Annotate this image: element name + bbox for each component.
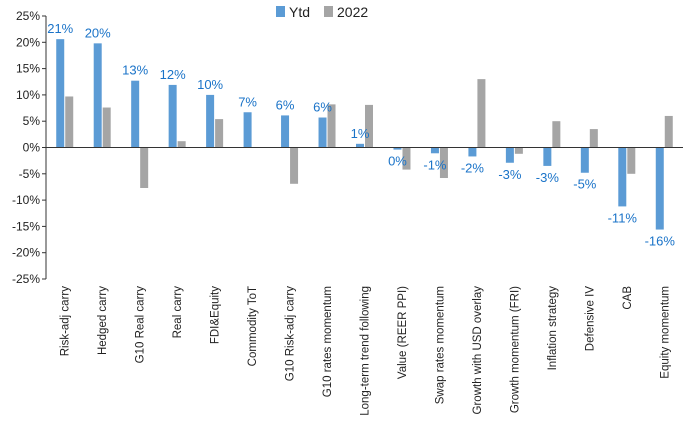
legend-swatch-ytd bbox=[276, 6, 285, 17]
data-label-ytd: -3% bbox=[536, 170, 560, 185]
bar-2022 bbox=[402, 147, 411, 170]
bar-ytd bbox=[618, 147, 627, 207]
bars-group bbox=[56, 39, 673, 230]
bar-2022 bbox=[589, 129, 598, 148]
x-category-label: Defensive IV bbox=[584, 286, 596, 352]
bar-2022 bbox=[664, 115, 673, 148]
bar-2022 bbox=[552, 121, 561, 148]
y-tick-label: -5% bbox=[19, 167, 41, 181]
y-tick-label: -10% bbox=[12, 193, 40, 207]
x-category-label: CAB bbox=[622, 286, 634, 310]
bar-ytd bbox=[393, 147, 402, 150]
x-category-label: Growth with USD overlay bbox=[472, 286, 484, 415]
legend-swatch-2022 bbox=[324, 6, 333, 17]
data-label-ytd: -1% bbox=[423, 157, 447, 172]
bar-2022 bbox=[140, 147, 149, 189]
bar-ytd bbox=[206, 94, 215, 148]
bar-2022 bbox=[177, 141, 186, 148]
bar-2022 bbox=[439, 147, 448, 179]
bar-ytd bbox=[468, 147, 477, 157]
bar-ytd bbox=[356, 143, 364, 148]
data-labels-group: 21% 20% 13% 12% 10% 7% 6% 6% 1% 0% -1% -2% -3% -3% -5%… bbox=[47, 21, 675, 248]
y-tick-label: 15% bbox=[16, 62, 40, 76]
bar-ytd bbox=[243, 112, 252, 148]
data-label-ytd: 6% bbox=[313, 100, 332, 115]
data-label-ytd: 10% bbox=[197, 77, 223, 92]
legend-label-ytd: Ytd bbox=[289, 4, 310, 20]
bar-ytd bbox=[93, 43, 102, 148]
bar-ytd bbox=[131, 80, 140, 148]
x-category-label: Equity momentum bbox=[659, 286, 671, 379]
bar-ytd bbox=[430, 147, 439, 154]
bar-ytd bbox=[580, 147, 589, 173]
y-tick-label: 25% bbox=[16, 9, 40, 23]
x-axis: Risk-adj carry Hedged carry G10 Real carry… bbox=[46, 147, 683, 416]
bar-2022 bbox=[514, 147, 523, 154]
data-label-ytd: -16% bbox=[645, 234, 676, 249]
bar-ytd bbox=[505, 147, 514, 163]
y-tick-label: 0% bbox=[23, 141, 41, 155]
x-category-label: Real carry bbox=[172, 286, 184, 339]
x-category-label: G10 Risk-adj carry bbox=[285, 286, 297, 381]
x-category-label: Growth momentum (FRI) bbox=[509, 286, 521, 413]
data-label-ytd: 6% bbox=[276, 97, 295, 112]
x-category-label: Swap rates momentum bbox=[434, 286, 446, 404]
data-label-ytd: 13% bbox=[122, 63, 148, 78]
chart-legend: Ytd 2022 bbox=[276, 4, 368, 20]
x-category-label: Inflation strategy bbox=[547, 286, 559, 371]
x-category-label: G10 Real carry bbox=[135, 286, 147, 364]
bar-2022 bbox=[327, 104, 336, 148]
x-category-label: G10 rates momentum bbox=[322, 286, 334, 397]
data-label-ytd: 20% bbox=[85, 25, 111, 40]
data-label-ytd: 0% bbox=[388, 154, 407, 169]
data-label-ytd: 12% bbox=[160, 67, 186, 82]
data-label-ytd: -11% bbox=[608, 210, 638, 225]
bar-2022 bbox=[477, 79, 486, 148]
bar-2022 bbox=[215, 119, 224, 148]
y-tick-label: 20% bbox=[16, 35, 40, 49]
data-label-ytd: 7% bbox=[238, 94, 257, 109]
bar-ytd bbox=[543, 147, 552, 166]
data-label-ytd: -2% bbox=[461, 160, 485, 175]
bar-2022 bbox=[102, 107, 111, 148]
y-tick-label: -25% bbox=[12, 272, 40, 286]
x-category-label: Long-term trend following bbox=[360, 286, 372, 416]
x-category-label: Hedged carry bbox=[97, 286, 109, 355]
bar-ytd bbox=[655, 147, 664, 230]
bar-ytd bbox=[56, 39, 65, 148]
bar-2022 bbox=[627, 147, 636, 174]
x-category-label: Commodity ToT bbox=[247, 286, 259, 366]
bar-2022 bbox=[290, 147, 299, 184]
y-tick-label: 5% bbox=[23, 114, 41, 128]
legend-label-2022: 2022 bbox=[337, 4, 368, 20]
bar-ytd bbox=[281, 115, 290, 148]
x-category-label: Value (REER PPI) bbox=[397, 286, 409, 379]
x-category-label: FDI&Equity bbox=[210, 286, 222, 344]
y-tick-label: -20% bbox=[12, 246, 40, 260]
data-label-ytd: 1% bbox=[351, 126, 370, 141]
x-category-label: Risk-adj carry bbox=[60, 286, 72, 357]
bar-2022 bbox=[65, 96, 74, 148]
y-axis: -25% -20% -15% -10% -5% 0% 5% 10% 15% 20% 25% bbox=[12, 9, 47, 286]
data-label-ytd: 21% bbox=[47, 21, 73, 36]
bar-ytd bbox=[318, 117, 327, 148]
bar-ytd bbox=[168, 84, 177, 148]
data-label-ytd: -5% bbox=[573, 177, 597, 192]
y-tick-label: -15% bbox=[12, 219, 40, 233]
data-label-ytd: -3% bbox=[498, 167, 522, 182]
bar-2022 bbox=[365, 104, 373, 148]
y-tick-label: 10% bbox=[16, 88, 40, 102]
